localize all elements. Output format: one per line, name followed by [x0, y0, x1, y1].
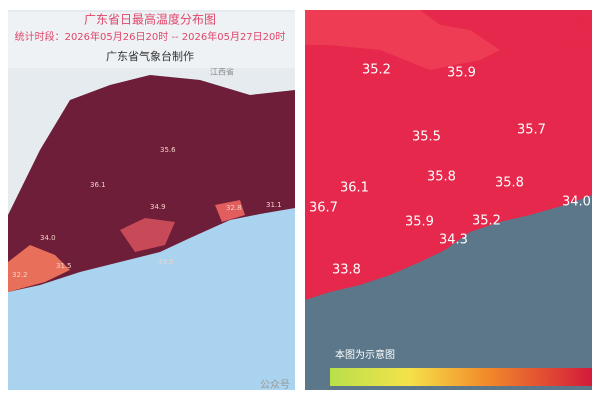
issuer: 广东省气象台制作 [106, 49, 194, 63]
temp-label: 35.9 [405, 215, 434, 230]
temp-label: 31.1 [266, 201, 282, 209]
temp-label: 35.2 [362, 63, 391, 78]
period: 统计时段：2026年05月26日20时 -- 2026年05月27日20时 [15, 30, 286, 43]
corner-title: 最 [574, 15, 586, 29]
temp-label: 36.1 [90, 181, 106, 189]
temp-label: 36.7 [309, 201, 338, 216]
temp-label: 35.6 [160, 146, 176, 154]
temp-label: 33.5 [158, 258, 174, 266]
temp-label: 35.8 [427, 170, 456, 185]
temp-label: 36.1 [340, 181, 369, 196]
temp-label: 35.5 [412, 130, 441, 145]
temp-label: 35.9 [447, 66, 476, 81]
temp-label: 35.2 [472, 214, 501, 229]
hot-zone [305, 10, 500, 70]
watermark: 公众号 [260, 379, 290, 391]
temp-label: 35.8 [495, 176, 524, 191]
note: 本图为示意图 [335, 348, 395, 361]
warm-zone [120, 218, 175, 252]
temp-label: 35.7 [517, 123, 546, 138]
temp-label: 34.3 [439, 233, 468, 248]
temp-label: 34.0 [562, 195, 591, 210]
land [305, 10, 592, 300]
header-band [8, 12, 295, 68]
temp-label: 33.8 [332, 263, 361, 278]
temp-label: 32.2 [12, 271, 28, 279]
warm-zone [8, 245, 70, 292]
temp-label: 32.8 [226, 204, 242, 212]
title: 广东省日最高温度分布图 [84, 12, 216, 27]
corner-date: 5月 [572, 39, 588, 51]
temp-label: 31.5 [56, 262, 72, 270]
temp-label: 34.0 [40, 234, 56, 242]
land [8, 75, 295, 292]
province-label: 江西省 [210, 67, 234, 77]
warm-zone [215, 200, 245, 222]
temp-label: 34.9 [150, 203, 166, 211]
color-scale [330, 368, 592, 386]
